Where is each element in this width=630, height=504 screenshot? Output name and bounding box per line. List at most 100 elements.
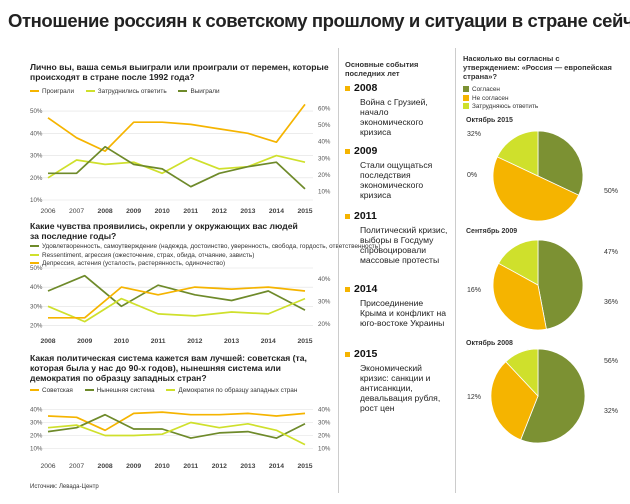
pies-legend-item-0: Согласен xyxy=(463,86,538,95)
chart3-legend: Советская Нынешняя система Демократия по… xyxy=(30,387,307,396)
chart1-legend: Проиграли Затруднились ответить Выиграли xyxy=(30,88,230,97)
chart1-ytick-left: 20% xyxy=(30,175,43,182)
chart1-xtick: 2008 xyxy=(98,208,113,215)
pies-legend-item-1: Не согласен xyxy=(463,95,538,104)
chart2-xtick: 2012 xyxy=(187,338,202,345)
bullet-icon xyxy=(345,85,350,91)
pie1-slice-0 xyxy=(537,130,584,196)
chart2-xtick: 2013 xyxy=(224,338,239,345)
chart1-ytick-left: 50% xyxy=(30,108,43,115)
chart1-series-1 xyxy=(47,154,306,179)
pie2-label-1: 36% xyxy=(604,299,619,306)
chart1-series-0 xyxy=(47,103,306,152)
pie2-slice-0 xyxy=(537,239,584,330)
page-title: Отношение россиян к советскому прошлому … xyxy=(8,10,630,31)
chart1-xtick: 2013 xyxy=(240,208,255,215)
pie3-label-1: 32% xyxy=(604,408,619,415)
bullet-icon xyxy=(345,148,350,154)
chart3-legend-item-2: Демократия по образцу западных стран xyxy=(166,387,297,394)
pies-legend: Согласен Не согласен Затрудняюсь ответит… xyxy=(463,86,538,112)
chart1-ytick-left: 40% xyxy=(30,130,43,137)
chart2-ytick-right: 30% xyxy=(318,299,331,306)
chart1-ytick-left: 10% xyxy=(30,197,43,204)
event-2009: 2009 Стали ощущаться последствия экономи… xyxy=(345,145,450,200)
pie3-title: Октябрь 2008 xyxy=(466,340,513,347)
chart3-xtick: 2010 xyxy=(155,463,170,470)
chart1-xtick: 2015 xyxy=(297,208,312,215)
chart1-xtick: 2006 xyxy=(40,208,55,215)
pie3-slice-2 xyxy=(505,348,539,398)
chart3-xtick: 2006 xyxy=(40,463,55,470)
chart2-series-1 xyxy=(47,297,306,323)
pie1-title: Октябрь 2015 xyxy=(466,117,513,124)
chart1-xtick: 2009 xyxy=(126,208,141,215)
chart2-xtick: 2008 xyxy=(40,338,55,345)
chart2-ytick-right: 20% xyxy=(318,321,331,328)
chart3-xtick: 2009 xyxy=(126,463,141,470)
chart1-ytick-right: 10% xyxy=(318,189,331,196)
event-2014: 2014 Присоединение Крыма и конфликт на ю… xyxy=(345,283,450,328)
event-2011: 2011 Политический кризис, выборы в Госду… xyxy=(345,210,450,265)
chart3-ytick-right: 40% xyxy=(318,407,331,414)
chart1-legend-item-0: Проиграли xyxy=(30,88,74,95)
chart2-ytick-left: 50% xyxy=(30,265,43,272)
chart3-legend-item-1: Нынешняя система xyxy=(84,387,155,394)
chart3-xtick: 2014 xyxy=(269,463,284,470)
chart2-legend-item-2: Депрессия, астения (усталость, растерянн… xyxy=(30,260,320,269)
pie2-slice-2 xyxy=(498,239,539,286)
chart1-series-2 xyxy=(48,145,306,190)
chart1-ytick-right: 20% xyxy=(318,172,331,179)
chart1-ytick-left: 30% xyxy=(30,153,43,160)
chart3-ytick-left: 10% xyxy=(30,446,43,453)
chart2-xtick: 2014 xyxy=(261,338,276,345)
pie1-slice-1 xyxy=(492,156,580,222)
pie3-label-0: 56% xyxy=(604,358,619,365)
chart1-ytick-right: 30% xyxy=(318,155,331,162)
chart2-ytick-left: 20% xyxy=(30,322,43,329)
chart2-legend: Удовлетворенность, самоутверждение (наде… xyxy=(30,243,380,269)
chart1-question: Лично вы, ваша семья выиграли или проигр… xyxy=(30,62,329,82)
chart2-xtick: 2011 xyxy=(151,338,166,345)
chart2-ytick-left: 40% xyxy=(30,284,43,291)
chart2-series-2 xyxy=(48,286,306,319)
chart3-ytick-right: 10% xyxy=(318,446,331,453)
pie3-slice-1 xyxy=(490,361,539,441)
chart3-series-1 xyxy=(47,413,306,439)
chart1-xtick: 2012 xyxy=(212,208,227,215)
chart3-ytick-right: 30% xyxy=(318,420,331,427)
pies-question: Насколько вы согласны с утверждением: «Р… xyxy=(463,54,612,81)
pie3-slice-0 xyxy=(520,348,586,444)
chart1-legend-item-2: Выиграли xyxy=(178,88,220,95)
pie1-label-0: 32% xyxy=(467,131,482,138)
events-heading: Основные события последних лет xyxy=(345,60,419,78)
chart1-ytick-right: 50% xyxy=(318,122,331,129)
bullet-icon xyxy=(345,286,350,292)
chart2-legend-item-0: Удовлетворенность, самоутверждение (наде… xyxy=(30,243,380,252)
chart3-question: Какая политическая система кажется вам л… xyxy=(30,353,307,383)
pie1-label-1: 50% xyxy=(604,188,619,195)
chart1-xtick: 2014 xyxy=(269,208,284,215)
pie1-slice-2 xyxy=(496,130,539,177)
chart2-legend-item-1: Ressentiment, агрессия (ожесточение, стр… xyxy=(30,252,320,261)
chart3-ytick-left: 40% xyxy=(30,407,43,414)
event-2008: 2008 Война с Грузией, начало экономическ… xyxy=(345,82,450,137)
pie2-slice-1 xyxy=(492,262,547,331)
chart3-series-0 xyxy=(47,411,306,432)
pies-legend-item-2: Затрудняюсь ответить xyxy=(463,103,538,112)
chart1-legend-item-1: Затруднились ответить xyxy=(85,88,167,95)
chart2-xtick: 2009 xyxy=(77,338,92,345)
chart2-ytick-left: 30% xyxy=(30,303,43,310)
chart2-xtick: 2010 xyxy=(114,338,129,345)
chart3-xtick: 2011 xyxy=(183,463,198,470)
chart1-ytick-right: 40% xyxy=(318,139,331,146)
chart1-ytick-right: 60% xyxy=(318,105,331,112)
chart2-ytick-right: 40% xyxy=(318,276,331,283)
pie2-label-0: 47% xyxy=(604,249,619,256)
chart2-series-0 xyxy=(47,274,306,311)
pie2-label-2: 16% xyxy=(467,287,482,294)
chart3-series-2 xyxy=(47,421,306,446)
chart3-xtick: 2007 xyxy=(69,463,84,470)
chart2-xtick: 2015 xyxy=(297,338,312,345)
chart2-question: Какие чувства проявились, окрепли у окру… xyxy=(30,221,298,241)
